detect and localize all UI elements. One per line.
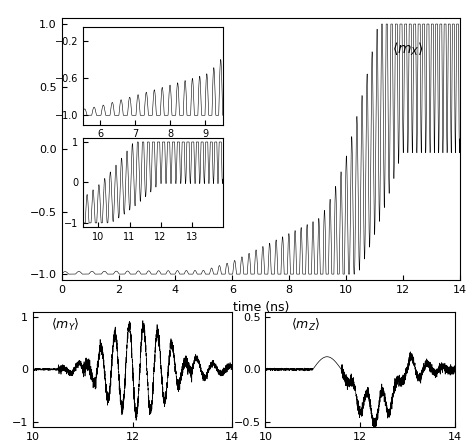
Text: $\langle m_X \rangle$: $\langle m_X \rangle$ [392, 40, 424, 58]
Text: $\langle m_Y \rangle$: $\langle m_Y \rangle$ [51, 317, 79, 333]
Text: $\langle m_Z \rangle$: $\langle m_Z \rangle$ [291, 317, 320, 333]
X-axis label: time (ns): time (ns) [233, 301, 289, 314]
